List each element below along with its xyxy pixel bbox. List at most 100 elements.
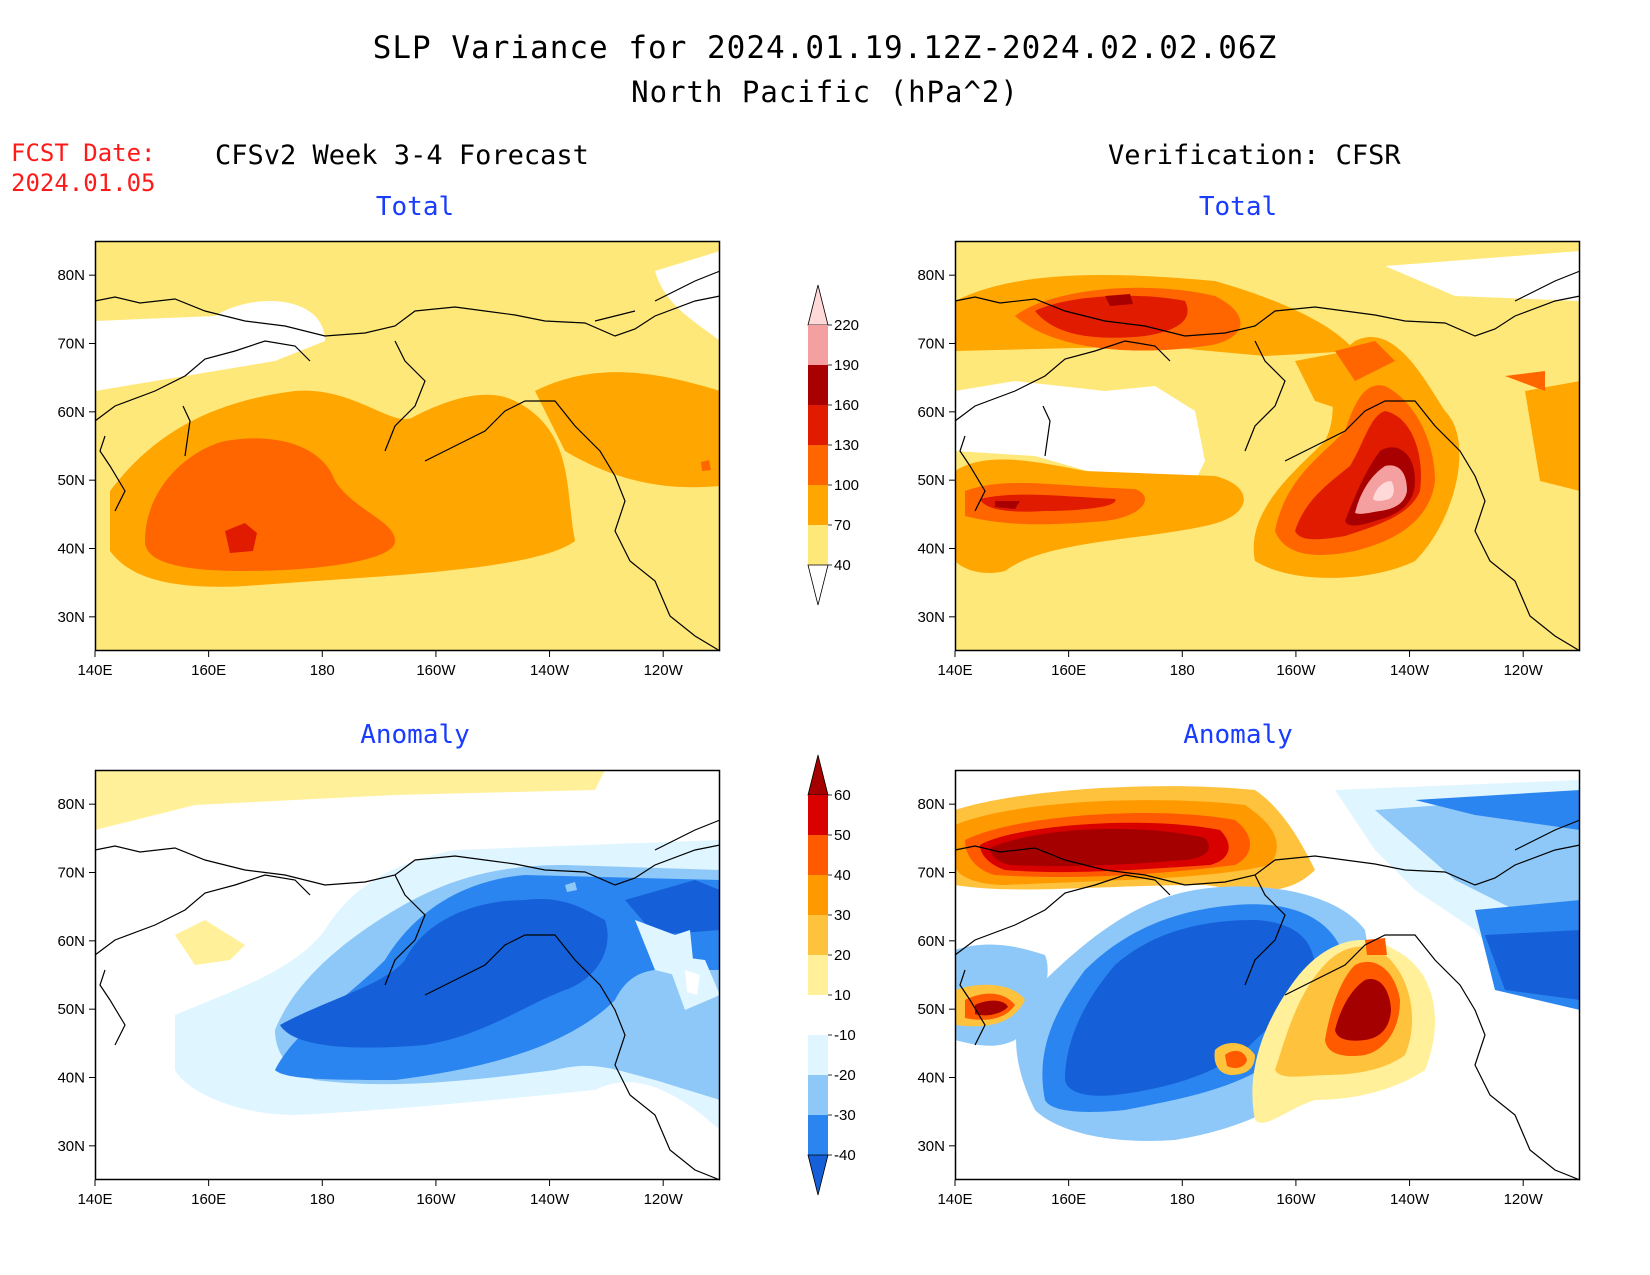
colorbar-extend-bottom: [807, 1154, 829, 1196]
colorbar-label: -30: [834, 1107, 856, 1124]
lat-tick-label: 40N: [917, 1070, 945, 1087]
total-colorbar: 220 190 160 130 100 70 40: [807, 284, 859, 606]
lon-tick-label: 140E: [77, 662, 112, 679]
fcst-date-value: 2024.01.05: [11, 169, 156, 197]
colorbar-segment: [808, 835, 828, 875]
lon-tick-label: 180: [310, 662, 335, 679]
fcst-anomaly-map: [94, 769, 721, 1184]
lon-tick-label: 140W: [530, 662, 570, 679]
lon-tick-label: 180: [1170, 662, 1195, 679]
colorbar-label: 50: [834, 827, 851, 844]
lat-tick-label: 30N: [57, 609, 85, 626]
lon-tick-label: 160E: [1051, 1191, 1086, 1208]
colorbar-segment: [808, 915, 828, 955]
colorbar-label: 40: [834, 557, 851, 574]
colorbar-segment: [808, 445, 828, 485]
lat-tick-label: 60N: [57, 404, 85, 421]
lon-tick-label: 140W: [1390, 1191, 1430, 1208]
lat-tick-label: 60N: [57, 933, 85, 950]
colorbar-label: -40: [834, 1147, 856, 1164]
lon-tick-label: 160W: [416, 1191, 456, 1208]
lat-tick-label: 50N: [57, 1001, 85, 1018]
lat-tick-label: 40N: [917, 541, 945, 558]
colorbar-label: 160: [834, 397, 859, 414]
colorbar-segment: [808, 325, 828, 365]
lat-tick-label: 30N: [57, 1138, 85, 1155]
main-title: SLP Variance for 2024.01.19.12Z-2024.02.…: [372, 30, 1278, 66]
fcst-total-map: [94, 240, 721, 655]
colorbar-segment: [808, 485, 828, 525]
fcst-total-title: Total: [375, 192, 455, 222]
colorbar-segment: [808, 1035, 828, 1075]
lat-tick-label: 30N: [917, 1138, 945, 1155]
colorbar-extend-bottom: [807, 564, 829, 606]
verification-column-title: Verification: CFSR: [1108, 140, 1401, 171]
colorbar-segment: [808, 795, 828, 835]
lon-tick-label: 140W: [530, 1191, 570, 1208]
lon-tick-label: 140E: [77, 1191, 112, 1208]
lon-tick-label: 180: [310, 1191, 335, 1208]
lon-tick-label: 160W: [1276, 662, 1316, 679]
colorbar-label: 130: [834, 437, 859, 454]
lat-tick-label: 60N: [917, 404, 945, 421]
colorbar-segment: [808, 955, 828, 995]
colorbar-label: 100: [834, 477, 859, 494]
fcst-date-label: FCST Date: 2024.01.05: [11, 138, 156, 198]
colorbar-segment: [808, 365, 828, 405]
lon-tick-label: 120W: [1504, 662, 1544, 679]
anomaly-colorbar: 60 50 40 30 20 10 -10 -20 -30 -40: [807, 754, 856, 1196]
colorbar-extend-top: [807, 284, 829, 326]
colorbar-label: 60: [834, 787, 851, 804]
lon-tick-label: 120W: [1504, 1191, 1544, 1208]
lon-tick-label: 160W: [1276, 1191, 1316, 1208]
colorbar-segment: [808, 1115, 828, 1155]
colorbar-label: 40: [834, 867, 851, 884]
lon-tick-label: 140W: [1390, 662, 1430, 679]
colorbar-segment: [808, 405, 828, 445]
lat-tick-label: 60N: [917, 933, 945, 950]
colorbar-segment: [808, 875, 828, 915]
lat-tick-label: 80N: [917, 796, 945, 813]
lon-tick-label: 160W: [416, 662, 456, 679]
forecast-column-title: CFSv2 Week 3-4 Forecast: [215, 140, 589, 171]
lat-tick-label: 80N: [57, 267, 85, 284]
lon-tick-label: 160E: [191, 1191, 226, 1208]
colorbar-label: 220: [834, 317, 859, 334]
lat-tick-label: 70N: [917, 336, 945, 353]
lon-tick-label: 120W: [644, 662, 684, 679]
colorbar-label: -20: [834, 1067, 856, 1084]
lon-tick-label: 160E: [191, 662, 226, 679]
colorbar-label: 10: [834, 987, 851, 1004]
fcst-date-heading: FCST Date:: [11, 139, 156, 167]
lat-tick-label: 50N: [917, 472, 945, 489]
lat-tick-label: 80N: [917, 267, 945, 284]
lat-tick-label: 30N: [917, 609, 945, 626]
fcst-anomaly-title: Anomaly: [360, 720, 470, 750]
colorbar-extend-top: [807, 754, 829, 796]
colorbar-label: -10: [834, 1027, 856, 1044]
lon-tick-label: 140E: [937, 1191, 972, 1208]
lat-tick-label: 70N: [57, 865, 85, 882]
verif-total-title: Total: [1198, 192, 1278, 222]
colorbar-segment: [808, 995, 828, 1035]
lat-tick-label: 70N: [57, 336, 85, 353]
colorbar-label: 70: [834, 517, 851, 534]
verif-total-map: [954, 240, 1581, 655]
colorbar-label: 30: [834, 907, 851, 924]
sub-title: North Pacific (hPa^2): [631, 75, 1019, 109]
lat-tick-label: 40N: [57, 541, 85, 558]
lat-tick-label: 70N: [917, 865, 945, 882]
colorbar-label: 20: [834, 947, 851, 964]
lat-tick-label: 40N: [57, 1070, 85, 1087]
lon-tick-label: 120W: [644, 1191, 684, 1208]
lat-tick-label: 80N: [57, 796, 85, 813]
verif-anomaly-title: Anomaly: [1183, 720, 1293, 750]
lon-tick-label: 160E: [1051, 662, 1086, 679]
verif-anomaly-map: [954, 769, 1581, 1184]
lat-tick-label: 50N: [57, 472, 85, 489]
lon-tick-label: 180: [1170, 1191, 1195, 1208]
lon-tick-label: 140E: [937, 662, 972, 679]
colorbar-segment: [808, 1075, 828, 1115]
colorbar-label: 190: [834, 357, 859, 374]
colorbar-segment: [808, 525, 828, 565]
